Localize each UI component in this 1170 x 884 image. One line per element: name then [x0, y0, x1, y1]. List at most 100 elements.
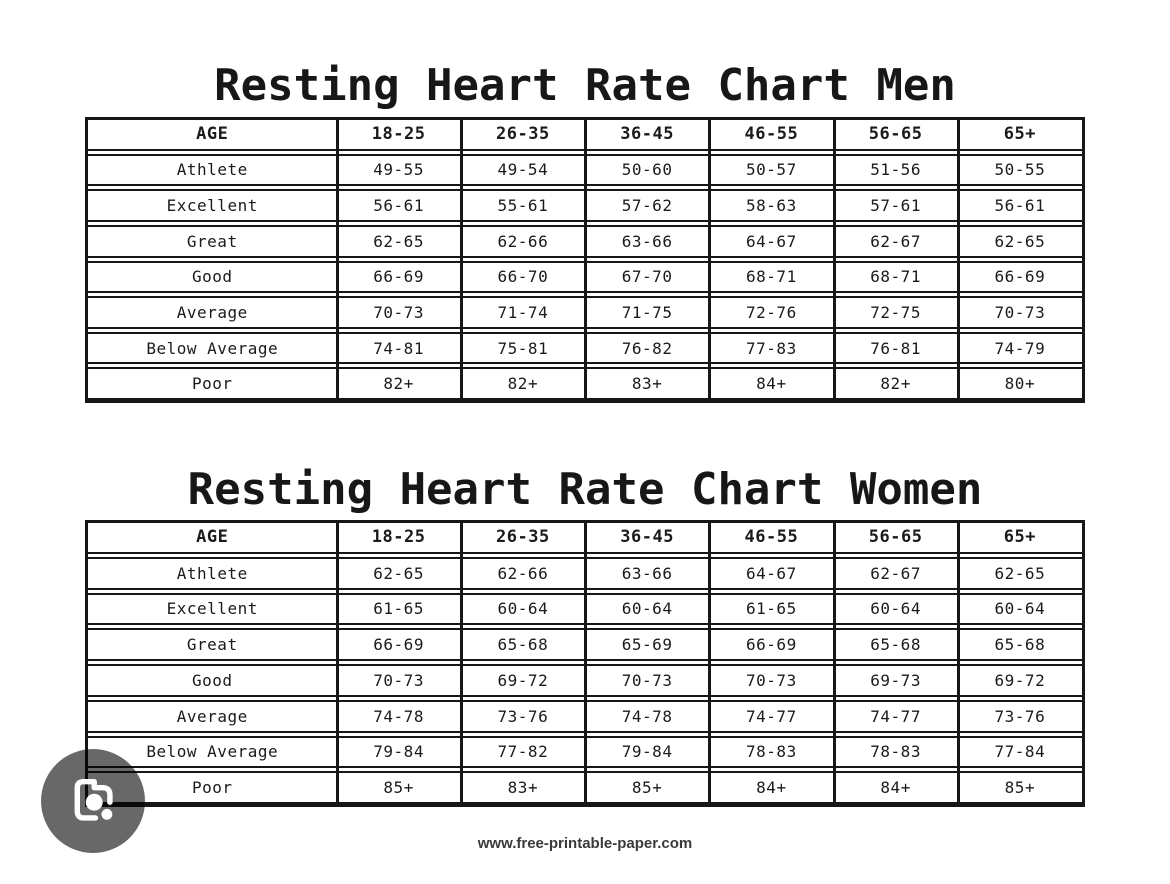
row-label-cell: Athlete [176, 563, 248, 583]
column-header: 36-45 [620, 124, 674, 145]
column-divider [832, 523, 836, 804]
column-header: 56-65 [868, 527, 923, 548]
value-cell: 74-77 [746, 706, 797, 726]
value-cell: 65-69 [621, 635, 673, 655]
row-label-cell: Excellent [166, 196, 258, 216]
value-cell: 79-84 [373, 742, 424, 762]
value-cell: 50-55 [994, 160, 1046, 180]
value-cell: 60-64 [870, 599, 921, 619]
value-cell: 79-84 [621, 742, 673, 762]
value-cell: 56-61 [373, 196, 424, 216]
row-label-cell: Good [191, 670, 233, 690]
men-heart-rate-table: AGE 18-25 26-35 36-45 46-55 56-65 65+ Athlete 49… [85, 117, 1085, 403]
value-cell: 77-84 [994, 742, 1046, 762]
value-cell: 74-77 [870, 706, 921, 726]
row-label-cell: Average [176, 706, 248, 726]
value-cell: 83+ [631, 374, 663, 394]
row-label-cell: Average [176, 302, 248, 322]
value-cell: 70-73 [994, 302, 1046, 322]
value-cell: 70-73 [373, 302, 424, 322]
value-cell: 72-76 [746, 302, 797, 322]
row-label-cell: Great [186, 231, 238, 251]
row-label-cell: Poor [191, 374, 233, 394]
value-cell: 74-79 [994, 338, 1046, 358]
row-label-cell: Good [191, 267, 233, 287]
women-heart-rate-table: AGE 18-25 26-35 36-45 46-55 56-65 65+ Athlete 62… [85, 520, 1085, 807]
men-chart-title: Resting Heart Rate Chart Men [214, 60, 956, 112]
value-cell: 57-62 [621, 196, 673, 216]
value-cell: 82+ [383, 374, 414, 394]
value-cell: 50-57 [746, 160, 797, 180]
value-cell: 61-65 [373, 599, 424, 619]
value-cell: 82+ [880, 374, 911, 394]
value-cell: 74-78 [621, 706, 673, 726]
camera-lens-icon [74, 778, 113, 821]
column-divider [956, 120, 960, 400]
value-cell: 66-69 [746, 635, 797, 655]
value-cell: 60-64 [621, 599, 673, 619]
value-cell: 62-66 [497, 231, 549, 251]
value-cell: 63-66 [621, 231, 673, 251]
value-cell: 84+ [756, 374, 787, 394]
column-header: 65+ [1003, 124, 1036, 145]
column-divider [584, 523, 587, 804]
value-cell: 69-72 [497, 670, 549, 690]
value-cell: 62-65 [994, 231, 1046, 251]
value-cell: 70-73 [746, 670, 797, 690]
value-cell: 74-78 [373, 706, 424, 726]
value-cell: 65-68 [994, 635, 1046, 655]
value-cell: 73-76 [994, 706, 1046, 726]
value-cell: 85+ [383, 778, 414, 798]
row-label-cell: Below Average [146, 742, 279, 762]
value-cell: 74-81 [373, 338, 424, 358]
value-cell: 50-60 [621, 160, 673, 180]
column-header: 46-55 [744, 527, 799, 548]
value-cell: 68-71 [746, 267, 797, 287]
value-cell: 65-68 [870, 635, 921, 655]
column-divider [832, 120, 836, 400]
value-cell: 66-69 [373, 635, 424, 655]
value-cell: 71-75 [621, 302, 673, 322]
column-header: 56-65 [868, 124, 923, 145]
column-header: 18-25 [371, 124, 426, 145]
column-divider [459, 523, 463, 804]
value-cell: 68-71 [870, 267, 921, 287]
column-divider [584, 120, 587, 400]
column-divider [335, 523, 339, 804]
value-cell: 65-68 [497, 635, 549, 655]
value-cell: 61-65 [746, 599, 797, 619]
value-cell: 76-81 [870, 338, 921, 358]
value-cell: 62-66 [497, 563, 549, 583]
value-cell: 72-75 [870, 302, 921, 322]
camera-lens-button[interactable] [41, 749, 145, 853]
value-cell: 51-56 [870, 160, 921, 180]
row-label-cell: Below Average [146, 338, 279, 358]
value-cell: 57-61 [870, 196, 921, 216]
value-cell: 71-74 [497, 302, 549, 322]
value-cell: 78-83 [870, 742, 921, 762]
value-cell: 84+ [756, 778, 787, 798]
row-label-cell: Great [186, 635, 238, 655]
value-cell: 62-67 [870, 231, 921, 251]
column-header: AGE [196, 124, 229, 145]
row-label-cell: Poor [191, 778, 233, 798]
value-cell: 67-70 [621, 267, 673, 287]
value-cell: 78-83 [746, 742, 797, 762]
value-cell: 56-61 [994, 196, 1046, 216]
value-cell: 66-69 [373, 267, 424, 287]
value-cell: 75-81 [497, 338, 549, 358]
table-row: Great 66-69 65-68 65-69 66-69 65-68 65-68 [88, 628, 1082, 661]
value-cell: 64-67 [746, 563, 797, 583]
value-cell: 77-83 [746, 338, 797, 358]
column-divider [708, 120, 712, 400]
value-cell: 80+ [1004, 374, 1036, 394]
footer-url: www.free-printable-paper.com [477, 835, 693, 852]
column-divider [459, 120, 463, 400]
value-cell: 85+ [1004, 778, 1036, 798]
value-cell: 63-66 [621, 563, 673, 583]
column-header: 36-45 [620, 527, 674, 548]
column-divider [956, 523, 960, 804]
value-cell: 84+ [880, 778, 911, 798]
value-cell: 82+ [507, 374, 539, 394]
value-cell: 73-76 [497, 706, 549, 726]
